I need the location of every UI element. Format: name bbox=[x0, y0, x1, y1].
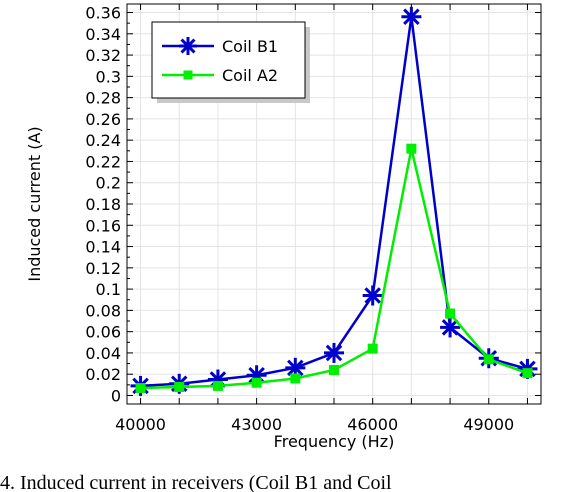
asterisk-marker-stroke bbox=[403, 8, 420, 26]
asterisk-marker-stroke bbox=[287, 359, 304, 377]
y-tick-label: 0.1 bbox=[96, 280, 121, 299]
data-point bbox=[445, 308, 456, 319]
series-coil-a2 bbox=[135, 143, 533, 394]
y-tick-label: 0.14 bbox=[85, 238, 121, 257]
asterisk-marker-stroke bbox=[364, 287, 381, 304]
square-marker bbox=[445, 308, 456, 319]
data-point bbox=[290, 373, 301, 384]
data-point bbox=[251, 377, 262, 388]
y-tick-label: 0.12 bbox=[85, 259, 121, 278]
square-marker bbox=[483, 354, 494, 365]
x-tick-label: 43000 bbox=[231, 415, 282, 434]
data-point bbox=[406, 143, 417, 154]
data-point bbox=[212, 380, 223, 391]
square-marker bbox=[290, 373, 301, 384]
square-marker bbox=[406, 143, 417, 154]
data-point bbox=[483, 354, 494, 365]
y-tick-label: 0.34 bbox=[85, 25, 121, 44]
data-point bbox=[440, 317, 461, 338]
x-tick-label: 46000 bbox=[347, 415, 398, 434]
data-point bbox=[329, 364, 339, 375]
series-layer bbox=[130, 6, 538, 396]
legend-item: Coil B1 bbox=[162, 37, 278, 56]
y-tick-label: 0.06 bbox=[85, 323, 121, 342]
legend-label: Coil B1 bbox=[222, 37, 278, 56]
data-point bbox=[362, 285, 383, 306]
legend: Coil B1 Coil A2 bbox=[151, 21, 310, 103]
y-tick-label: 0.18 bbox=[85, 195, 121, 214]
y-tick-label: 0.26 bbox=[85, 110, 121, 129]
square-marker bbox=[183, 70, 193, 80]
square-marker bbox=[212, 380, 223, 391]
asterisk-marker-stroke bbox=[180, 38, 196, 54]
y-tick-label: 0.28 bbox=[85, 89, 121, 108]
y-tick-label: 0.3 bbox=[96, 67, 121, 86]
data-point bbox=[174, 381, 185, 392]
data-point bbox=[522, 368, 533, 379]
square-marker bbox=[174, 381, 185, 392]
chart-figure: 40000 43000 46000 49000 0 0.02 0.04 0.06 0.08 0.1… bbox=[25, 3, 542, 451]
square-marker bbox=[367, 343, 378, 354]
data-point bbox=[401, 6, 422, 27]
legend-item: Coil A2 bbox=[162, 66, 278, 85]
figure-caption: 4. Induced current in receivers (Coil B1… bbox=[0, 472, 392, 492]
y-axis-title: Induced current (A) bbox=[25, 126, 44, 281]
x-tick-label: 49000 bbox=[463, 415, 514, 434]
y-tick-label: 0.2 bbox=[96, 174, 121, 193]
legend-box bbox=[151, 21, 306, 99]
y-tick-label: 0.22 bbox=[85, 152, 121, 171]
y-tick-label: 0.04 bbox=[85, 344, 121, 363]
y-tick-label: 0.24 bbox=[85, 131, 121, 150]
y-tick-label: 0.08 bbox=[85, 301, 121, 320]
asterisk-marker-stroke bbox=[441, 319, 459, 336]
y-tick-label: 0 bbox=[111, 386, 121, 405]
legend-label: Coil A2 bbox=[222, 66, 278, 85]
y-tick-label: 0.02 bbox=[85, 365, 121, 384]
y-tick-label: 0.36 bbox=[85, 4, 121, 23]
axes: 40000 43000 46000 49000 0 0.02 0.04 0.06 0.08 0.1… bbox=[85, 4, 541, 434]
square-marker bbox=[251, 377, 262, 388]
square-marker bbox=[329, 364, 339, 375]
square-marker bbox=[522, 368, 533, 379]
square-marker bbox=[135, 383, 146, 394]
asterisk-marker-stroke bbox=[325, 344, 343, 362]
y-tick-label: 0.16 bbox=[85, 216, 121, 235]
data-point bbox=[324, 342, 344, 363]
x-tick-label: 40000 bbox=[115, 415, 166, 434]
x-axis-title: Frequency (Hz) bbox=[274, 432, 395, 451]
data-point bbox=[367, 343, 378, 354]
y-tick-label: 0.32 bbox=[85, 46, 121, 65]
data-point bbox=[135, 383, 146, 394]
